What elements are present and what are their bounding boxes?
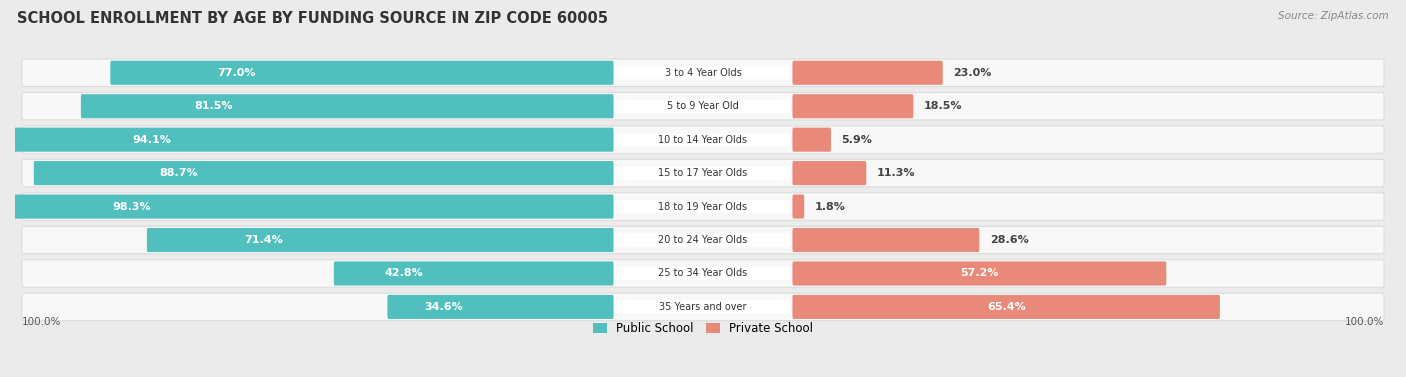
FancyBboxPatch shape: [793, 94, 914, 118]
FancyBboxPatch shape: [793, 228, 980, 252]
Text: 35 Years and over: 35 Years and over: [659, 302, 747, 312]
FancyBboxPatch shape: [22, 226, 1384, 254]
FancyBboxPatch shape: [22, 193, 1384, 220]
FancyBboxPatch shape: [793, 128, 831, 152]
Text: 11.3%: 11.3%: [876, 168, 915, 178]
FancyBboxPatch shape: [616, 133, 790, 146]
FancyBboxPatch shape: [616, 200, 790, 213]
Text: 42.8%: 42.8%: [384, 268, 423, 279]
FancyBboxPatch shape: [793, 61, 943, 85]
Text: 34.6%: 34.6%: [425, 302, 464, 312]
Text: Source: ZipAtlas.com: Source: ZipAtlas.com: [1278, 11, 1389, 21]
Text: 100.0%: 100.0%: [22, 317, 62, 327]
Text: 10 to 14 Year Olds: 10 to 14 Year Olds: [658, 135, 748, 145]
FancyBboxPatch shape: [793, 161, 866, 185]
FancyBboxPatch shape: [793, 295, 1220, 319]
FancyBboxPatch shape: [616, 66, 790, 80]
FancyBboxPatch shape: [616, 300, 790, 314]
FancyBboxPatch shape: [0, 128, 613, 152]
Text: 20 to 24 Year Olds: 20 to 24 Year Olds: [658, 235, 748, 245]
Text: 100.0%: 100.0%: [1344, 317, 1384, 327]
Text: 3 to 4 Year Olds: 3 to 4 Year Olds: [665, 68, 741, 78]
FancyBboxPatch shape: [616, 166, 790, 180]
FancyBboxPatch shape: [146, 228, 613, 252]
FancyBboxPatch shape: [616, 233, 790, 247]
Text: 23.0%: 23.0%: [953, 68, 991, 78]
Text: 28.6%: 28.6%: [990, 235, 1028, 245]
Text: 88.7%: 88.7%: [159, 168, 198, 178]
Text: 5 to 9 Year Old: 5 to 9 Year Old: [666, 101, 740, 111]
FancyBboxPatch shape: [616, 100, 790, 113]
FancyBboxPatch shape: [0, 195, 613, 219]
Text: 18 to 19 Year Olds: 18 to 19 Year Olds: [658, 202, 748, 211]
Text: SCHOOL ENROLLMENT BY AGE BY FUNDING SOURCE IN ZIP CODE 60005: SCHOOL ENROLLMENT BY AGE BY FUNDING SOUR…: [17, 11, 607, 26]
Text: 5.9%: 5.9%: [841, 135, 872, 145]
Text: 25 to 34 Year Olds: 25 to 34 Year Olds: [658, 268, 748, 279]
FancyBboxPatch shape: [333, 261, 613, 285]
Text: 15 to 17 Year Olds: 15 to 17 Year Olds: [658, 168, 748, 178]
FancyBboxPatch shape: [82, 94, 613, 118]
Text: 1.8%: 1.8%: [814, 202, 845, 211]
FancyBboxPatch shape: [22, 293, 1384, 321]
Text: 77.0%: 77.0%: [217, 68, 256, 78]
Text: 94.1%: 94.1%: [132, 135, 172, 145]
FancyBboxPatch shape: [22, 59, 1384, 86]
FancyBboxPatch shape: [793, 261, 1167, 285]
FancyBboxPatch shape: [34, 161, 613, 185]
FancyBboxPatch shape: [110, 61, 613, 85]
Text: 65.4%: 65.4%: [987, 302, 1025, 312]
FancyBboxPatch shape: [22, 260, 1384, 287]
Text: 71.4%: 71.4%: [245, 235, 283, 245]
Text: 98.3%: 98.3%: [112, 202, 150, 211]
FancyBboxPatch shape: [616, 267, 790, 280]
Legend: Public School, Private School: Public School, Private School: [593, 322, 813, 335]
FancyBboxPatch shape: [22, 92, 1384, 120]
Text: 18.5%: 18.5%: [924, 101, 962, 111]
FancyBboxPatch shape: [793, 195, 804, 219]
FancyBboxPatch shape: [22, 159, 1384, 187]
Text: 81.5%: 81.5%: [195, 101, 233, 111]
Text: 57.2%: 57.2%: [960, 268, 998, 279]
FancyBboxPatch shape: [388, 295, 613, 319]
FancyBboxPatch shape: [22, 126, 1384, 153]
